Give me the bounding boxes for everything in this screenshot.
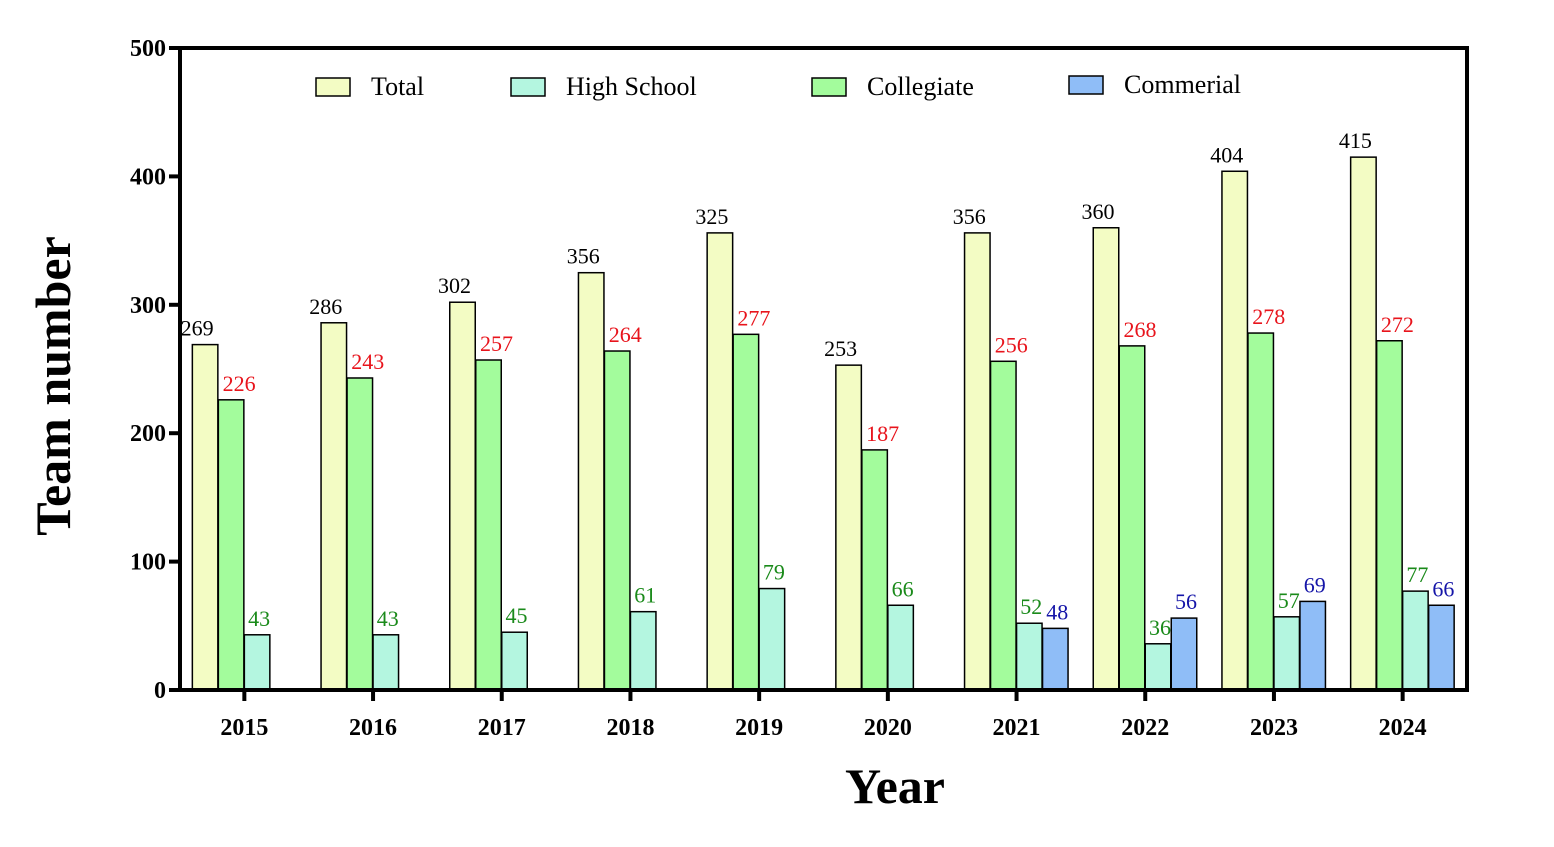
- data-label: 77: [1406, 562, 1428, 587]
- bar-collegiate-2016: [346, 377, 374, 691]
- bar-collegiate-2023: [1247, 332, 1275, 691]
- bar-total-2015: [191, 343, 219, 691]
- bar-collegiate-2019: [732, 333, 760, 691]
- bar-high-school-2024: [1401, 590, 1429, 691]
- bar-commerial-2021: [1041, 627, 1069, 691]
- data-label: 256: [995, 332, 1028, 357]
- bar-high-school-2023: [1273, 616, 1301, 691]
- bar-total-2024: [1349, 156, 1377, 691]
- x-tick-label: 2015: [220, 715, 268, 741]
- data-label: 404: [1210, 142, 1243, 167]
- bar-high-school-2022: [1144, 643, 1172, 691]
- data-label: 253: [824, 336, 857, 361]
- x-axis-title: Year: [845, 758, 945, 814]
- bar-total-2022: [1092, 227, 1120, 691]
- bar-collegiate-2015: [217, 399, 245, 691]
- data-label: 243: [351, 349, 384, 374]
- x-tick-label: 2021: [993, 715, 1041, 741]
- x-tick-label: 2020: [864, 715, 912, 741]
- bar-collegiate-2022: [1118, 345, 1146, 691]
- data-label: 57: [1278, 588, 1300, 613]
- data-label: 286: [309, 294, 342, 319]
- data-label: 415: [1339, 128, 1372, 153]
- data-label: 61: [634, 583, 656, 608]
- legend-swatch: [811, 77, 847, 97]
- bar-high-school-2021: [1015, 622, 1043, 691]
- x-tick-label: 2016: [349, 715, 397, 741]
- x-tick-label: 2024: [1379, 715, 1427, 741]
- bar-commerial-2022: [1170, 617, 1198, 691]
- bar-total-2017: [449, 301, 476, 691]
- data-label: 48: [1046, 599, 1068, 624]
- data-label: 52: [1020, 594, 1042, 619]
- data-label: 226: [223, 371, 256, 396]
- data-label: 268: [1124, 317, 1157, 342]
- data-label: 302: [438, 273, 471, 298]
- data-label: 360: [1082, 199, 1115, 224]
- data-label: 257: [480, 331, 513, 356]
- x-tick-label: 2022: [1121, 715, 1169, 741]
- data-label: 43: [248, 606, 270, 631]
- legend-swatch: [1068, 75, 1104, 95]
- data-label: 272: [1381, 312, 1414, 337]
- data-label: 278: [1252, 304, 1285, 329]
- legend-label: Commerial: [1124, 70, 1241, 99]
- y-tick-label: 0: [154, 678, 166, 704]
- data-label: 36: [1149, 615, 1171, 640]
- y-axis-title: Team number: [25, 236, 81, 536]
- data-label: 325: [695, 204, 728, 229]
- data-label: 187: [866, 421, 899, 446]
- y-tick-label: 300: [130, 293, 166, 319]
- data-label: 45: [506, 603, 528, 628]
- bar-high-school-2015: [243, 634, 271, 691]
- bar-total-2023: [1221, 170, 1249, 691]
- bar-collegiate-2017: [475, 359, 502, 691]
- bar-commerial-2023: [1299, 600, 1327, 691]
- y-tick-label: 100: [130, 550, 166, 576]
- bar-commerial-2024: [1427, 604, 1455, 691]
- data-label: 43: [377, 606, 399, 631]
- bar-total-2020: [835, 364, 863, 691]
- y-tick-label: 500: [130, 36, 166, 62]
- data-label: 264: [609, 322, 642, 347]
- y-tick-label: 400: [130, 164, 166, 190]
- bar-total-2016: [320, 322, 348, 691]
- data-label: 69: [1304, 572, 1326, 597]
- data-label: 277: [737, 305, 770, 330]
- data-label: 66: [1432, 576, 1454, 601]
- data-label: 269: [181, 316, 214, 341]
- bar-high-school-2017: [501, 631, 528, 691]
- plot-frame: [178, 46, 1469, 692]
- bar-collegiate-2020: [861, 449, 889, 691]
- bar-high-school-2018: [629, 610, 657, 691]
- bar-high-school-2019: [758, 587, 786, 691]
- data-label: 66: [892, 576, 914, 601]
- legend-swatch: [510, 77, 546, 97]
- data-label: 356: [567, 244, 600, 269]
- bar-total-2018: [577, 271, 605, 691]
- legend-label: Collegiate: [867, 72, 974, 101]
- bar-high-school-2020: [887, 604, 915, 691]
- bar-collegiate-2024: [1375, 340, 1403, 691]
- x-tick-label: 2023: [1250, 715, 1298, 741]
- data-label: 56: [1175, 589, 1197, 614]
- bar-total-2021: [963, 232, 991, 691]
- y-tick-label: 200: [130, 421, 166, 447]
- legend-swatch: [315, 77, 351, 97]
- x-tick-label: 2017: [478, 715, 526, 741]
- legend-label: Total: [371, 72, 424, 101]
- legend-label: High School: [566, 72, 697, 101]
- data-label: 356: [953, 204, 986, 229]
- x-tick-label: 2018: [606, 715, 654, 741]
- bar-total-2019: [706, 232, 734, 691]
- bar-collegiate-2018: [603, 350, 631, 691]
- bar-high-school-2016: [372, 634, 400, 691]
- bar-collegiate-2021: [989, 360, 1017, 691]
- data-label: 79: [763, 560, 785, 585]
- x-tick-label: 2019: [735, 715, 783, 741]
